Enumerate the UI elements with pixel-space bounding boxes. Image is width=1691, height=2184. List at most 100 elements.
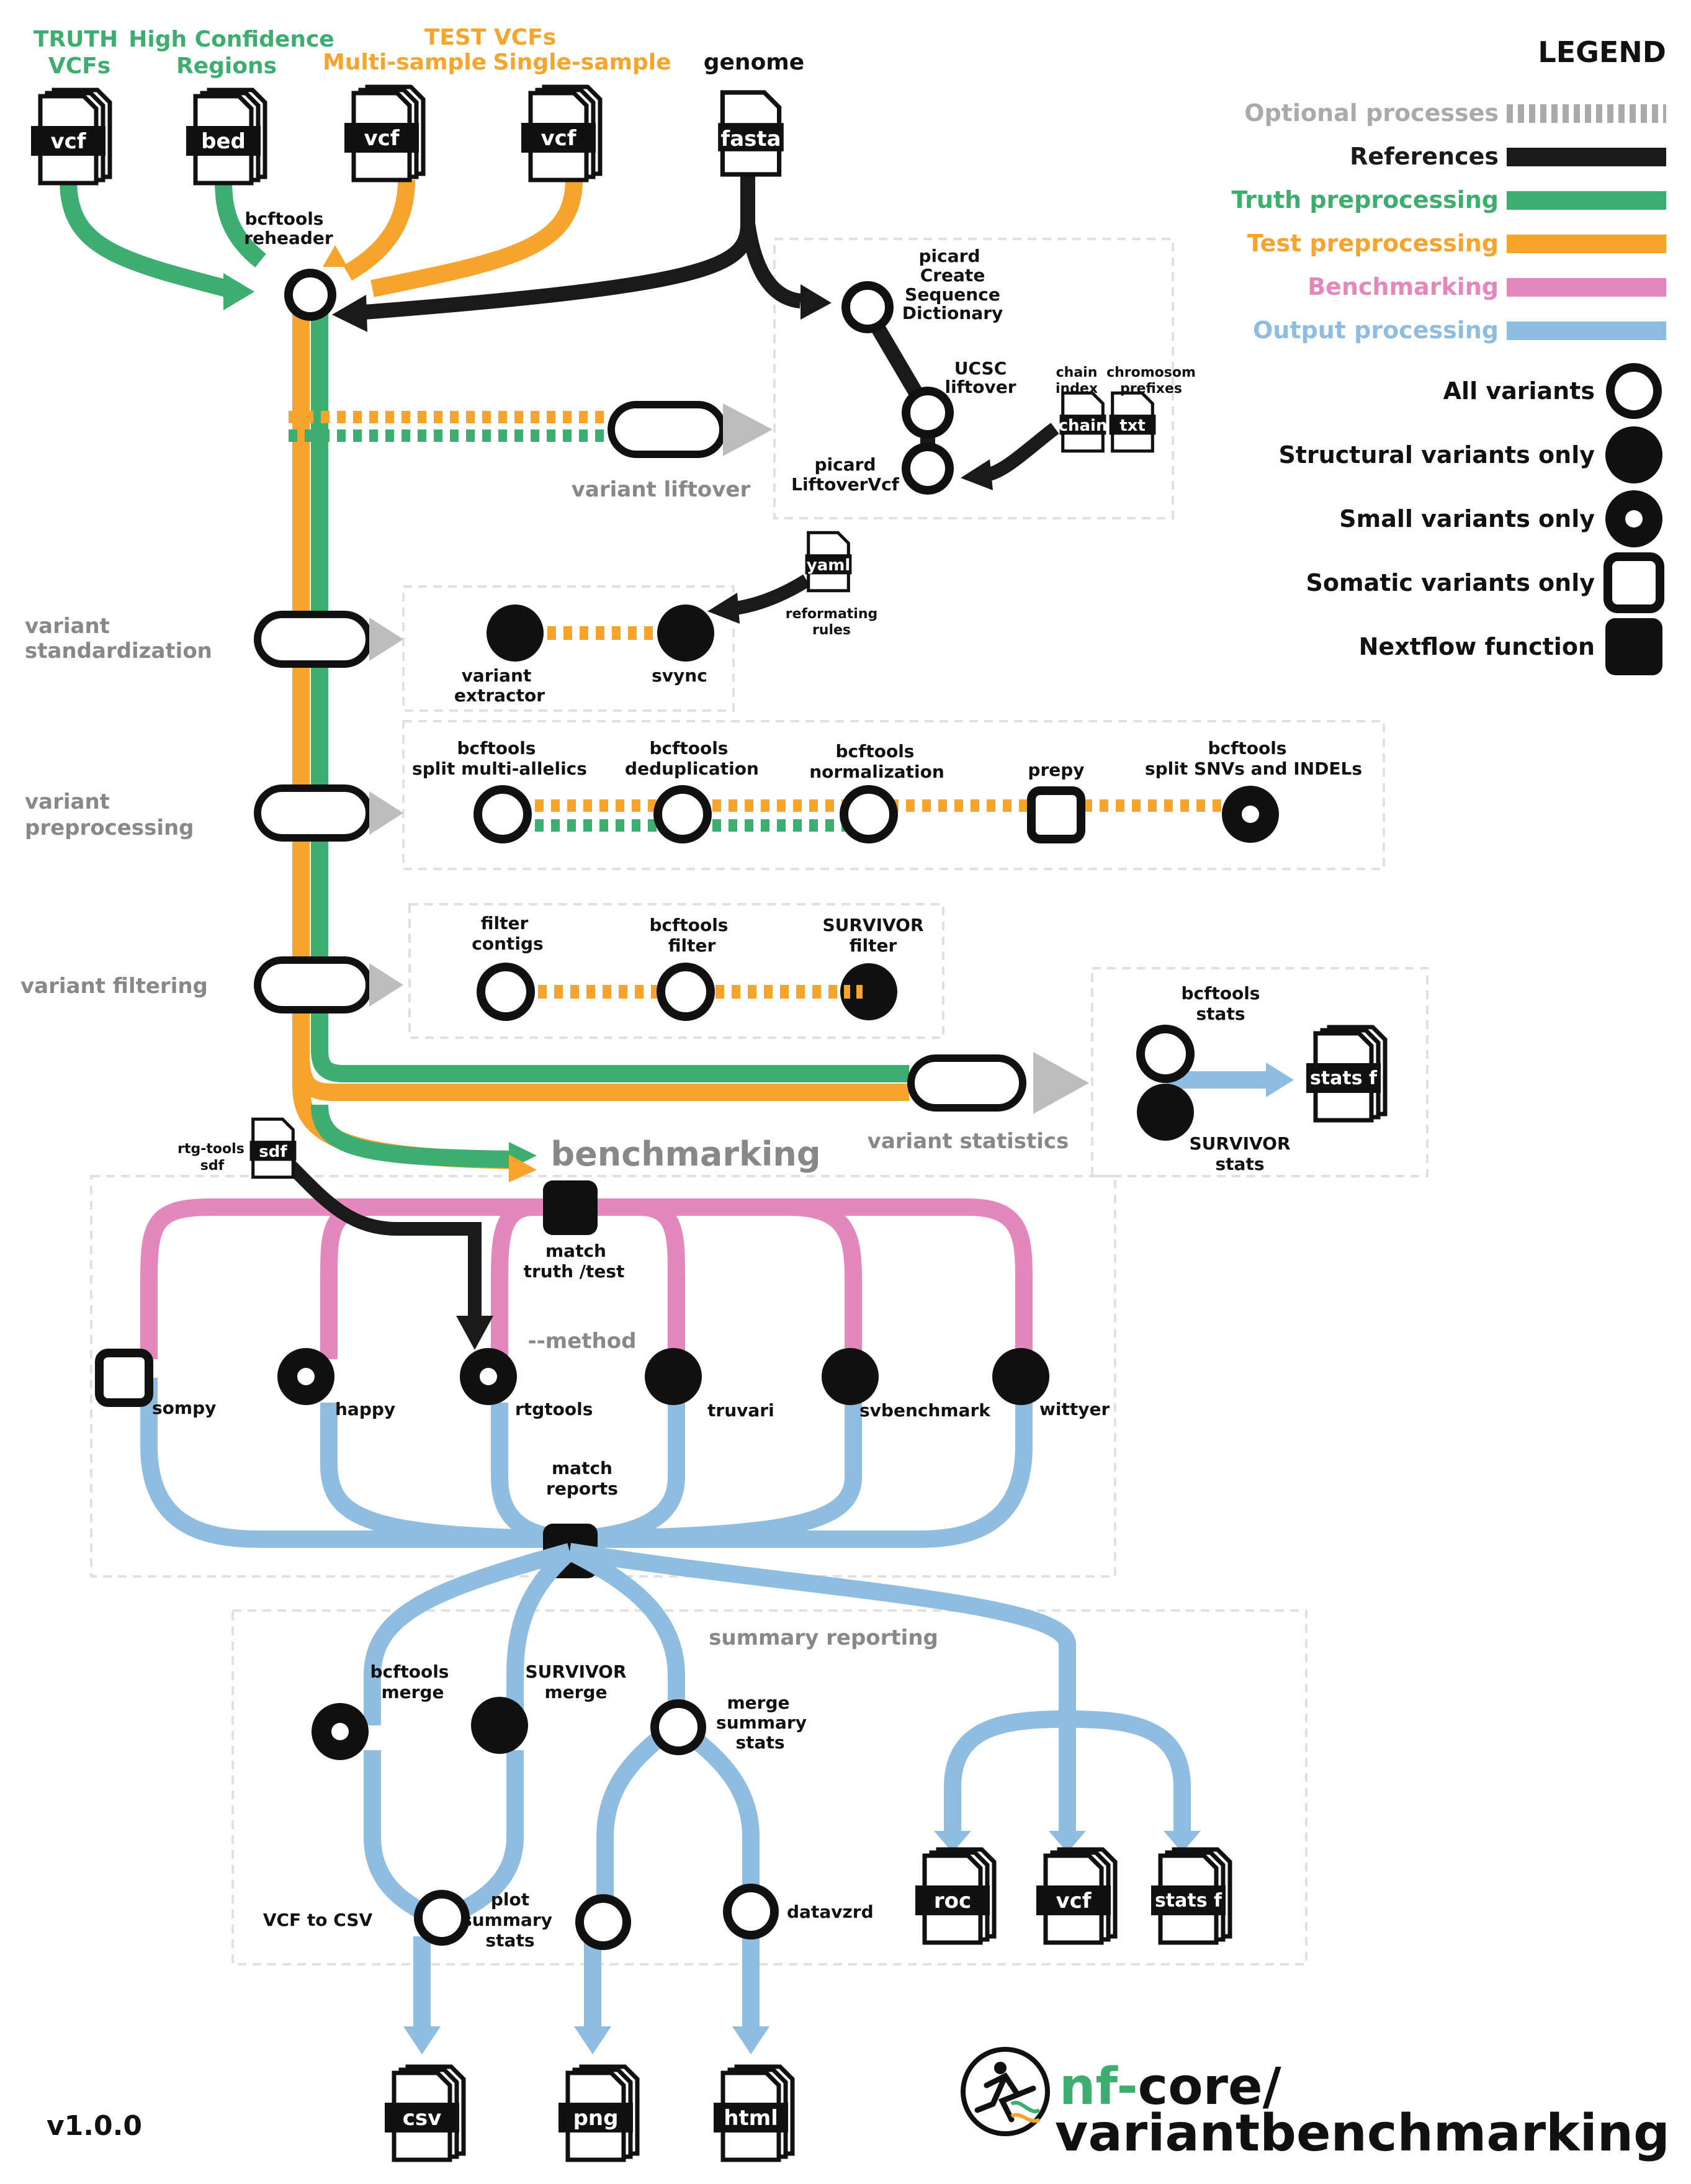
html-file-label: html <box>724 2106 778 2131</box>
csv-file-label: csv <box>403 2106 442 2131</box>
truth-title: TRUTH <box>34 27 118 52</box>
roc-file-icon: roc <box>915 1849 994 1943</box>
legend-symbols: All variants Structural variants only Smal… <box>1278 363 1664 675</box>
dot-circle-icon <box>1605 490 1662 547</box>
legend-line-label-blue: Output processing <box>1253 317 1499 344</box>
txt-file-label: txt <box>1119 416 1146 435</box>
rtgtools-dot <box>480 1368 497 1385</box>
snv-label-2: split SNVs and INDELs <box>1145 758 1362 779</box>
contigs-label-1: filter <box>481 913 529 933</box>
benchmarking-title: benchmarking <box>550 1135 820 1174</box>
brand-nf: nf- <box>1059 2057 1138 2116</box>
liftover-box <box>773 238 1174 519</box>
stats-arrow-head <box>1266 1063 1294 1097</box>
bench-arrow-orange <box>509 1154 537 1182</box>
stats-file-icon: stats f <box>1306 1027 1385 1120</box>
test-single-vcf-file-label: vcf <box>540 126 576 151</box>
test-single-label: Single-sample <box>493 50 671 75</box>
benchmarking-box <box>90 1175 1116 1578</box>
vcf-csv-label: VCF to CSV <box>263 1910 373 1930</box>
bcf-merge-label-1: bcftools <box>370 1661 449 1682</box>
genome-to-dict-line <box>740 222 802 308</box>
pink-wittyer-arc <box>570 1198 1033 1359</box>
tool-label-happy: happy <box>335 1399 395 1419</box>
statistics-capsule <box>907 1052 1089 1114</box>
brand-pipeline: variantbenchmarking <box>1055 2104 1670 2163</box>
csv-file-icon: csv <box>385 2067 464 2160</box>
bcf-merge-label-2: merge <box>381 1682 444 1702</box>
plot-label-1: plot <box>491 1889 529 1910</box>
svync-node <box>657 604 714 662</box>
chain-file-icon: chain <box>1059 393 1108 451</box>
liftover-capsule <box>608 401 773 458</box>
preprocessing-capsule <box>254 784 403 842</box>
genome-label: genome <box>704 50 804 75</box>
png-file-icon: png <box>558 2067 637 2160</box>
rules-label-2: rules <box>812 622 851 638</box>
survivor-stats-node <box>1137 1084 1194 1141</box>
version-label: v1.0.0 <box>47 2110 142 2142</box>
legend-line-label-pink: Benchmarking <box>1307 273 1499 300</box>
bcftools-filter-node <box>657 963 715 1021</box>
reheader-label-1: bcftools <box>245 209 324 229</box>
legend-symbol-label-2: Small variants only <box>1339 505 1595 533</box>
chain-to-liftover-line <box>985 423 1059 482</box>
stats-output-file-label: stats f <box>1155 1890 1222 1912</box>
hc-bed-file-icon: bed <box>186 90 265 183</box>
surv-filter-label-2: filter <box>850 935 897 956</box>
reheader-node <box>284 269 336 321</box>
yaml-arrow-head <box>707 593 740 624</box>
trunk-orange-to-stats <box>292 1054 909 1101</box>
vcf-arrow-head <box>1049 1831 1086 1853</box>
truth-vcf-file-icon: vcf <box>31 90 110 183</box>
chain-arrow-head <box>961 459 993 490</box>
deduplication-node <box>653 785 712 843</box>
statistics-section-label: variant statistics <box>868 1129 1069 1154</box>
plot-label-2: summary <box>462 1910 552 1930</box>
dict-arrow-head <box>801 284 832 320</box>
png-node <box>575 1894 631 1950</box>
surv-filter-label-1: SURVIVOR <box>822 915 923 935</box>
dedup-label-2: deduplication <box>625 758 759 779</box>
reporting-section-label: summary reporting <box>709 1625 938 1650</box>
survivor-filter-node <box>840 963 897 1020</box>
test-multi-vcf-file-icon: vcf <box>344 87 423 180</box>
wittyer-node <box>992 1348 1049 1405</box>
picard-lift-label-1: picard <box>815 454 876 475</box>
test-single-line <box>370 179 583 297</box>
txt-file-icon: txt <box>1110 393 1156 451</box>
legend-symbol-label-0: All variants <box>1443 377 1595 405</box>
legend-line-label-black: References <box>1350 143 1499 170</box>
truth-subtitle: VCFs <box>48 53 110 79</box>
prepy-node <box>1027 786 1085 843</box>
reports-label-2: reports <box>546 1478 618 1499</box>
plot-label-3: stats <box>486 1930 535 1951</box>
surv-merge-label-1: SURVIVOR <box>525 1661 626 1682</box>
hc-bed-file-label: bed <box>201 129 246 154</box>
test-multi-vcf-file-label: vcf <box>364 126 400 151</box>
contigs-label-2: contigs <box>472 933 543 954</box>
pink-rtgtools-arc <box>491 1198 570 1359</box>
legend-symbol-label-1: Structural variants only <box>1278 441 1595 469</box>
blue-to-files <box>568 1543 1076 1732</box>
filled-square-icon <box>1605 618 1662 675</box>
filtering-capsule <box>254 956 403 1013</box>
sompy-node <box>95 1349 153 1407</box>
preprocessing-section-label-2: preprocessing <box>25 816 194 840</box>
picard-dict-label-4: Dictionary <box>902 303 1003 323</box>
html-arrow-head <box>732 2026 769 2054</box>
legend-line-label-green: Truth preprocessing <box>1231 186 1499 213</box>
ucsc-label-2: liftover <box>944 377 1016 397</box>
html-file-icon: html <box>714 2067 792 2160</box>
split-multiallelics-node <box>473 785 532 843</box>
reheader-label-2: reheader <box>244 228 333 248</box>
test-arrow-head <box>323 245 348 267</box>
hc-input-line <box>215 179 266 267</box>
legend-line-label-dashed-grey: Optional processes <box>1244 99 1499 127</box>
norm-label-2: normalization <box>809 762 944 782</box>
bcf-stats-label-2: stats <box>1196 1004 1245 1024</box>
summary-label-2: summary <box>716 1712 807 1733</box>
brand-line-1: nf-core/ <box>1059 2057 1281 2116</box>
bcftools-merge-dot <box>331 1723 349 1740</box>
picard-dict-label-1: picard <box>919 246 980 266</box>
